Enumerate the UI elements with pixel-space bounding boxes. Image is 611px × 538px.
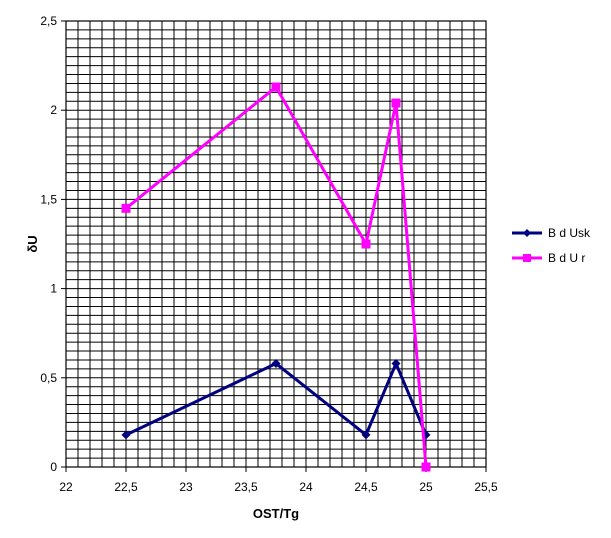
x-tick-label: 25 (419, 480, 433, 494)
y-tick-labels: 0 0,5 1 1,5 2 2,5 (40, 14, 66, 474)
data-point (361, 239, 371, 249)
series-2 (121, 82, 431, 472)
data-point (271, 359, 281, 369)
y-tick-label: 0,5 (40, 371, 57, 385)
plot-grid (65, 20, 487, 468)
legend-marker-2 (523, 254, 531, 262)
legend-label-1: B d Usk (548, 226, 591, 240)
legend-entry-2: B d U r (512, 251, 585, 265)
data-point (421, 462, 431, 472)
x-tick-labels: 22 22,5 23 23,5 24 24,5 25 25,5 (59, 467, 498, 494)
y-tick-label: 1 (50, 282, 57, 296)
plot-border (65, 20, 487, 468)
axes (65, 20, 487, 468)
x-tick-label: 23 (179, 480, 193, 494)
x-tick-label: 24,5 (354, 480, 378, 494)
legend: B d Usk B d U r (512, 226, 591, 265)
data-point (391, 359, 401, 369)
y-tick-label: 2,5 (40, 14, 57, 28)
data-point (271, 82, 281, 92)
legend-marker-1 (523, 229, 531, 237)
data-point (121, 203, 131, 213)
legend-label-2: B d U r (548, 251, 585, 265)
data-point (361, 430, 371, 440)
data-point (391, 98, 401, 108)
series-layer (121, 82, 431, 472)
y-tick-label: 0 (50, 460, 57, 474)
y-tick-label: 2 (50, 103, 57, 117)
x-tick-label: 24 (299, 480, 313, 494)
x-tick-label: 22 (59, 480, 73, 494)
x-tick-label: 23,5 (234, 480, 258, 494)
x-tick-label: 25,5 (474, 480, 498, 494)
x-axis-title: OST/Tg (253, 506, 299, 521)
legend-entry-1: B d Usk (512, 226, 591, 240)
y-tick-label: 1,5 (40, 192, 57, 206)
y-axis-title: δU (25, 235, 40, 252)
data-point (121, 430, 131, 440)
x-tick-label: 22,5 (114, 480, 138, 494)
series-1 (121, 359, 431, 440)
